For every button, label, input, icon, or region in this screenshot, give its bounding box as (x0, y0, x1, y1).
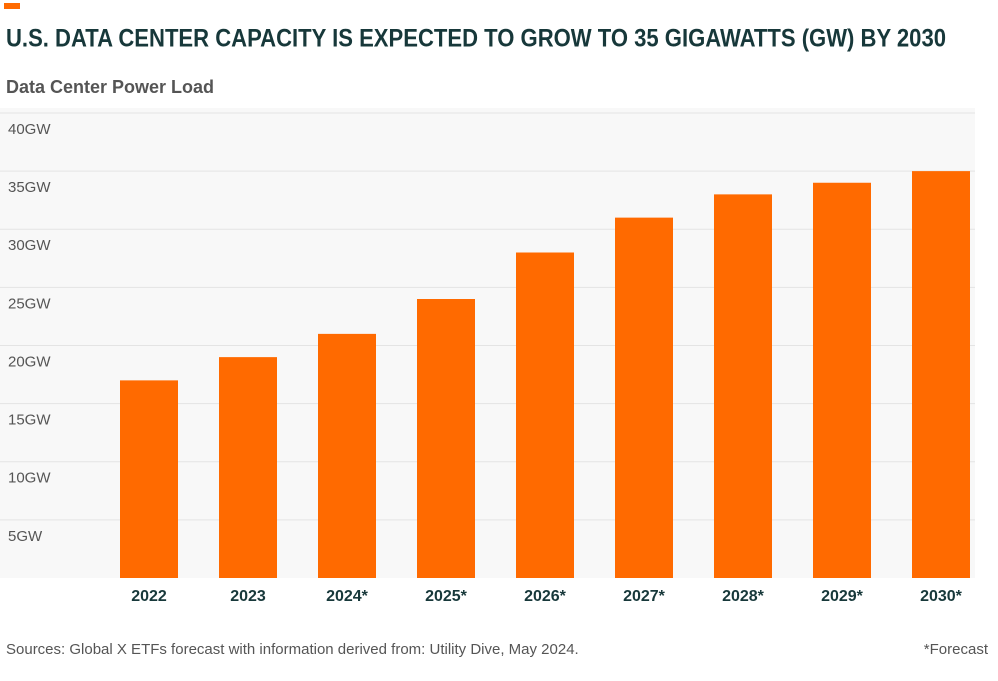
y-tick-label: 25GW (8, 295, 51, 312)
y-tick-label: 35GW (8, 179, 51, 196)
x-tick-label: 2028* (722, 588, 765, 605)
bar (813, 182, 871, 578)
x-tick-label: 2026* (524, 588, 567, 605)
brand-mark (4, 3, 20, 9)
bar (120, 380, 178, 578)
bar (714, 194, 772, 578)
bar (417, 299, 475, 578)
bar (219, 357, 277, 578)
y-tick-label: 15GW (8, 412, 51, 429)
chart-title: U.S. DATA CENTER CAPACITY IS EXPECTED TO… (6, 25, 946, 53)
bar (516, 252, 574, 578)
x-tick-label: 2024* (326, 588, 369, 605)
y-tick-label: 20GW (8, 353, 51, 370)
x-tick-label: 2025* (425, 588, 468, 605)
y-tick-label: 30GW (8, 237, 51, 254)
source-note: Sources: Global X ETFs forecast with inf… (6, 641, 579, 658)
x-tick-label: 2027* (623, 588, 666, 605)
y-tick-label: 10GW (8, 470, 51, 487)
bar (318, 333, 376, 578)
forecast-note: *Forecast (924, 641, 989, 658)
x-tick-label: 2023 (230, 588, 266, 605)
bar (615, 217, 673, 578)
x-tick-label: 2022 (131, 588, 167, 605)
y-tick-label: 40GW (8, 121, 51, 138)
x-tick-label: 2030* (920, 588, 963, 605)
bar (912, 171, 970, 578)
y-tick-label: 5GW (8, 528, 43, 545)
x-tick-label: 2029* (821, 588, 864, 605)
chart-subtitle: Data Center Power Load (6, 77, 214, 97)
